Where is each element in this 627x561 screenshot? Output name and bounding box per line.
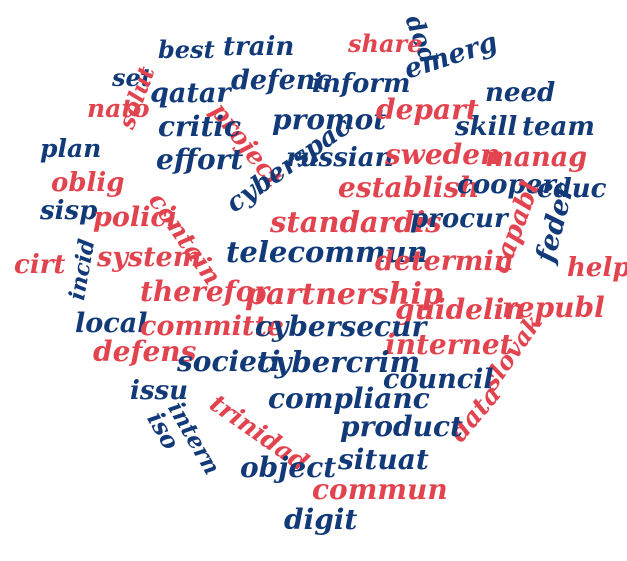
- word-situat: situat: [338, 443, 429, 476]
- word-internet: internet: [385, 328, 513, 361]
- word-defens: defens: [93, 335, 197, 368]
- word-manag: manag: [485, 142, 588, 173]
- word-set: set: [112, 63, 152, 92]
- word-qatar: qatar: [150, 78, 231, 109]
- word-educ: educ: [537, 174, 607, 204]
- word-complianc: complianc: [268, 382, 430, 415]
- word-guidelin: guidelin: [395, 293, 525, 326]
- word-product: product: [340, 410, 463, 443]
- word-object: object: [240, 451, 337, 484]
- word-cybersecur: cybersecur: [255, 310, 427, 343]
- word-issu: issu: [130, 376, 189, 406]
- word-promot: promot: [272, 103, 387, 136]
- word-cirt: cirt: [14, 250, 66, 280]
- word-skill: skill: [455, 112, 518, 142]
- word-help: help: [567, 253, 627, 283]
- word-share: share: [348, 29, 423, 58]
- word-plan: plan: [40, 134, 102, 163]
- word-depart: depart: [376, 93, 479, 126]
- word-procur: procur: [410, 204, 508, 234]
- word-digit: digit: [284, 503, 358, 536]
- word-telecommun: telecommun: [226, 235, 428, 269]
- word-commun: commun: [312, 473, 448, 506]
- word-cybercrim: cybercrim: [257, 345, 421, 379]
- word-local: local: [75, 308, 148, 339]
- word-inform: inform: [312, 69, 411, 99]
- word-partnership: partnership: [245, 277, 443, 312]
- word-contain: contain: [142, 186, 228, 290]
- word-societi: societi: [177, 345, 281, 378]
- word-council: council: [383, 364, 494, 395]
- word-train: train: [223, 32, 295, 62]
- word-republ: republ: [502, 291, 605, 324]
- word-establish: establish: [338, 171, 480, 204]
- word-defenc: defenc: [231, 65, 332, 96]
- word-critic: critic: [158, 110, 242, 143]
- word-therefor: therefor: [140, 275, 270, 308]
- word-system: system: [97, 242, 202, 273]
- word-need: need: [485, 78, 556, 108]
- word-cooper: cooper: [457, 170, 556, 200]
- word-incid: incid: [64, 237, 101, 303]
- word-best: best: [158, 35, 215, 64]
- word-team: team: [522, 112, 595, 142]
- word-sweden: sweden: [385, 138, 501, 171]
- word-standardis: standardis: [270, 205, 442, 239]
- word-sisp: sisp: [40, 196, 98, 226]
- word-russian: russian: [286, 143, 394, 173]
- word-oblig: oblig: [51, 168, 125, 198]
- word-determin: determin: [375, 246, 514, 277]
- word-effort: effort: [156, 143, 244, 176]
- word-polici: polici: [93, 202, 178, 233]
- word-nato: nato: [87, 94, 150, 123]
- word-committe: committe: [140, 311, 284, 342]
